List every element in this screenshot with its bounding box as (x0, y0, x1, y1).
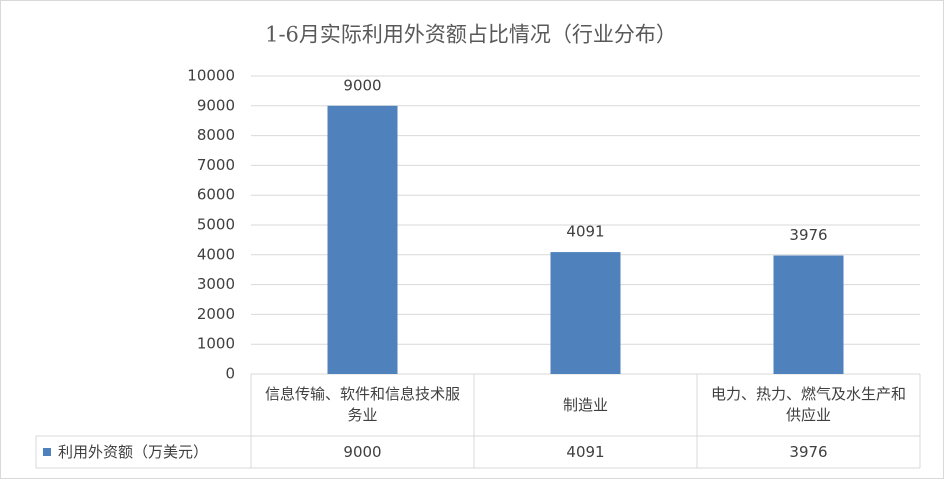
legend-key (43, 448, 51, 456)
table-value: 4091 (566, 442, 605, 461)
y-tick-label: 10000 (187, 67, 235, 85)
bar (550, 252, 621, 374)
x-tick-label: 信息传输、软件和信息技术服务业 (265, 385, 461, 424)
data-label: 3976 (789, 226, 827, 244)
y-tick-label: 5000 (197, 216, 235, 234)
y-tick-label: 3000 (197, 275, 235, 293)
table-value: 9000 (343, 442, 382, 461)
x-tick-label: 电力、热力、燃气及水生产和供应业 (711, 385, 907, 424)
bar (773, 255, 844, 374)
y-tick-label: 8000 (197, 126, 235, 144)
data-label: 4091 (566, 223, 604, 241)
chart-title: 1-6月实际利用外资额占比情况（行业分布） (265, 23, 677, 47)
legend-label: 利用外资额（万美元） (58, 442, 209, 461)
table-value: 3976 (789, 442, 828, 461)
y-tick-label: 0 (225, 365, 235, 383)
bar (327, 105, 398, 375)
y-tick-label: 2000 (197, 305, 235, 323)
y-tick-label: 7000 (197, 156, 235, 174)
y-tick-label: 1000 (197, 335, 235, 353)
y-tick-label: 9000 (197, 96, 235, 114)
y-tick-label: 4000 (197, 245, 235, 263)
y-tick-label: 6000 (197, 186, 235, 204)
data-label: 9000 (343, 76, 381, 94)
x-tick-label: 制造业 (562, 395, 608, 414)
